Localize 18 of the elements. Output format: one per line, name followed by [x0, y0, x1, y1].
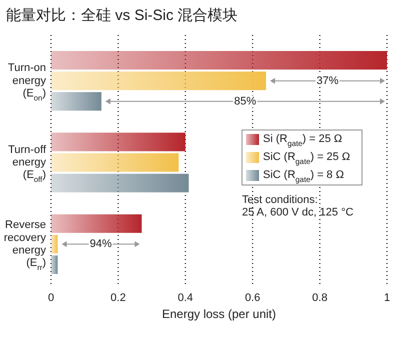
x-tick-label: 0.6: [244, 292, 260, 304]
annotation: Test conditions: 25 A, 600 V dc, 125 °C: [242, 194, 354, 219]
y-tick-label: Turn-off energy (E$_{off}$): [8, 144, 47, 184]
x-tick-label: 0.8: [312, 292, 328, 304]
y-tick-label: Reverse recovery energy (E$_{rr}$): [4, 219, 46, 272]
legend-label: SiC (R$_{gate}$) = 25 Ω: [263, 150, 350, 166]
annotation: 94%: [90, 238, 112, 250]
y-tick-label: Turn-on energy (E$_{on}$): [8, 62, 46, 102]
legend-label: Si (R$_{gate}$) = 25 Ω: [263, 132, 342, 148]
annotation: 37%: [316, 74, 339, 87]
x-axis-title: Energy loss (per unit): [162, 307, 276, 322]
chart-title: 能量对比：全硅 vs Si-Sic 混合模块: [6, 6, 238, 24]
legend-label: SiC (R$_{gate}$) = 8 Ω: [263, 168, 344, 184]
x-tick-label: 0: [48, 292, 54, 304]
x-tick-label: 1: [384, 292, 390, 304]
x-tick-label: 0.2: [110, 292, 126, 304]
annotation: 85%: [234, 95, 256, 108]
x-tick-label: 0.4: [178, 292, 194, 304]
